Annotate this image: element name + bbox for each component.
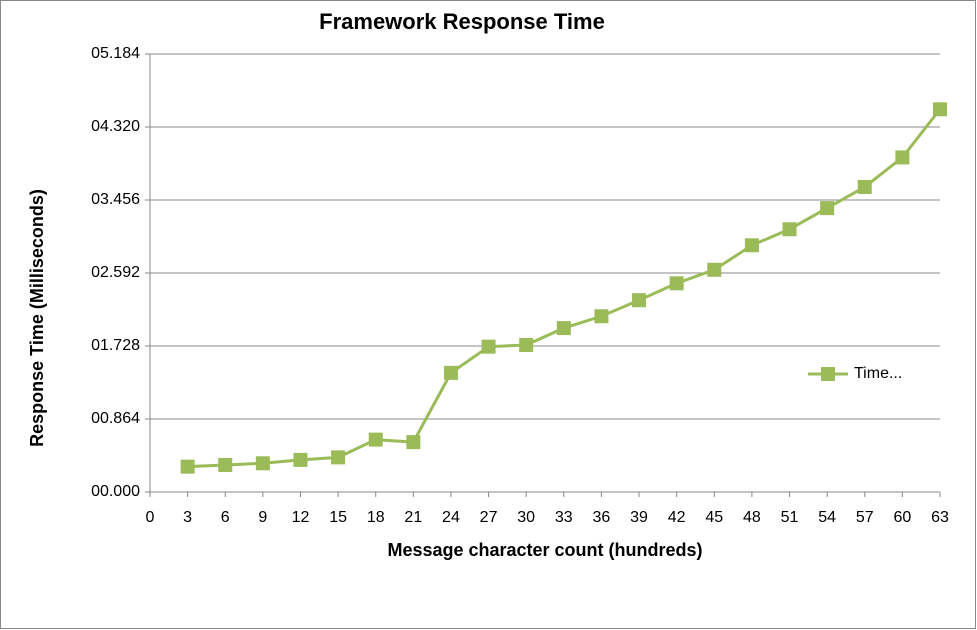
- point-marker: [443, 365, 458, 380]
- x-tick-label: 54: [818, 509, 836, 526]
- chart-title: Framework Response Time: [319, 9, 605, 34]
- point-marker: [180, 459, 195, 474]
- x-tick-label: 36: [593, 509, 611, 526]
- x-tick-label: 24: [442, 509, 460, 526]
- point-marker: [293, 452, 308, 467]
- point-marker: [857, 179, 872, 194]
- x-tick-label: 42: [668, 509, 686, 526]
- point-marker: [744, 238, 759, 253]
- point-marker: [331, 450, 346, 465]
- point-marker: [707, 262, 722, 277]
- point-marker: [669, 276, 684, 291]
- y-tick-label: 00.864: [91, 410, 140, 427]
- x-tick-label: 21: [404, 509, 422, 526]
- point-marker: [556, 321, 571, 336]
- x-tick-label: 60: [893, 509, 911, 526]
- point-marker: [481, 339, 496, 354]
- y-tick-label: 01.728: [91, 337, 140, 354]
- x-tick-label: 63: [931, 509, 949, 526]
- legend-marker: [821, 367, 835, 381]
- x-tick-label: 12: [292, 509, 310, 526]
- point-marker: [820, 201, 835, 216]
- y-tick-label: 04.320: [91, 118, 140, 135]
- x-axis-title: Message character count (hundreds): [387, 540, 702, 560]
- x-tick-label: 30: [517, 509, 535, 526]
- point-marker: [632, 293, 647, 308]
- point-marker: [519, 337, 534, 352]
- point-marker: [895, 150, 910, 165]
- x-tick-label: 45: [705, 509, 723, 526]
- x-tick-label: 6: [221, 509, 230, 526]
- x-tick-label: 15: [329, 509, 347, 526]
- x-tick-label: 27: [480, 509, 498, 526]
- x-tick-label: 51: [781, 509, 799, 526]
- x-tick-label: 33: [555, 509, 573, 526]
- point-marker: [406, 435, 421, 450]
- x-tick-label: 57: [856, 509, 874, 526]
- x-tick-label: 39: [630, 509, 648, 526]
- point-marker: [933, 102, 947, 117]
- point-marker: [255, 456, 270, 471]
- x-tick-label: 48: [743, 509, 761, 526]
- y-tick-label: 03.456: [91, 191, 140, 208]
- legend-label: Time...: [854, 365, 902, 382]
- y-tick-label: 05.184: [91, 45, 140, 62]
- y-axis-title: Response Time (Milliseconds): [27, 189, 47, 447]
- y-tick-label: 02.592: [91, 264, 140, 281]
- point-marker: [218, 457, 233, 472]
- x-tick-label: 18: [367, 509, 385, 526]
- point-marker: [368, 432, 383, 447]
- x-tick-label: 9: [258, 509, 267, 526]
- x-tick-label: 0: [146, 509, 155, 526]
- x-tick-label: 3: [183, 509, 192, 526]
- point-marker: [594, 309, 609, 324]
- point-marker: [782, 222, 797, 237]
- y-tick-label: 00.000: [91, 483, 140, 500]
